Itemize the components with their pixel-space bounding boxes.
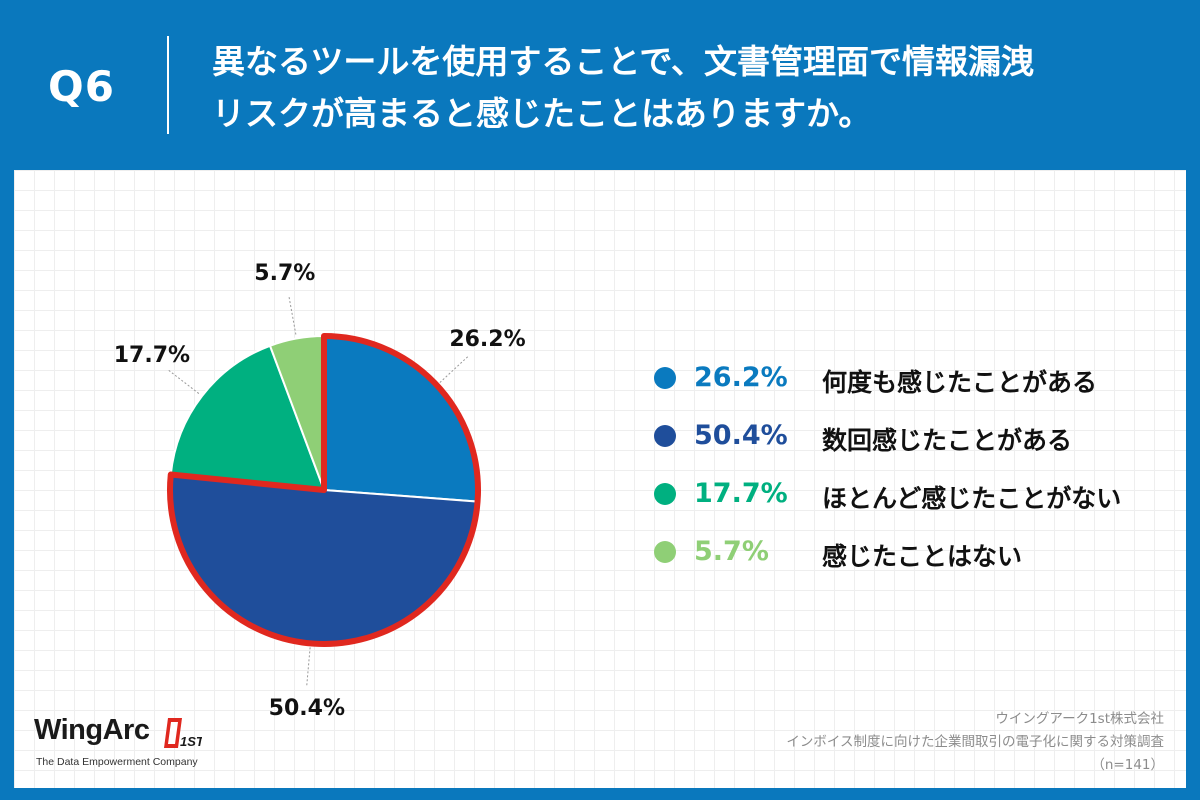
legend-label-often: 何度も感じたことがある bbox=[822, 368, 1098, 397]
logo-wordmark: WingArc bbox=[34, 714, 150, 746]
source-sample: （n=141） bbox=[1091, 757, 1164, 773]
header-divider bbox=[167, 36, 169, 134]
header-banner: Q6 異なるツールを使用することで、文書管理面で情報漏洩 リスクが高まると感じた… bbox=[0, 0, 1200, 170]
leader-line-often bbox=[439, 355, 470, 383]
pie-slices bbox=[169, 334, 479, 645]
legend-label-several: 数回感じたことがある bbox=[822, 426, 1073, 455]
legend-label-never: 感じたことはない bbox=[822, 542, 1023, 571]
legend-item-rarely: 17.7% ほとんど感じたことがない bbox=[654, 474, 1174, 514]
wingarc-logo: WingArc 1ST The Data Empowerment Company bbox=[34, 714, 234, 774]
logo-tagline: The Data Empowerment Company bbox=[36, 756, 198, 768]
pie-slice-several bbox=[169, 473, 479, 645]
source-note: ウイングアーク1st株式会社 インボイス制度に向けた企業間取引の電子化に関する対… bbox=[786, 708, 1164, 777]
slice-label-rarely: 17.7% bbox=[113, 342, 191, 368]
legend-value-several: 50.4% bbox=[694, 420, 788, 451]
legend-value-often: 26.2% bbox=[694, 362, 788, 393]
source-company: ウイングアーク1st株式会社 bbox=[995, 711, 1164, 727]
leader-line-rarely bbox=[166, 368, 200, 394]
legend-value-never: 5.7% bbox=[694, 536, 769, 567]
legend-value-rarely: 17.7% bbox=[694, 478, 788, 509]
leader-line-several bbox=[306, 647, 311, 688]
slice-label-several: 50.4% bbox=[268, 696, 345, 722]
highlight-outline bbox=[167, 333, 481, 647]
legend-item-often: 26.2% 何度も感じたことがある bbox=[654, 358, 1174, 398]
question-line-1: 異なるツールを使用することで、文書管理面で情報漏洩 bbox=[212, 42, 1035, 81]
legend-item-several: 50.4% 数回感じたことがある bbox=[654, 416, 1174, 456]
question-title: 異なるツールを使用することで、文書管理面で情報漏洩 リスクが高まると感じたことは… bbox=[212, 36, 1172, 140]
legend-dot-often bbox=[654, 367, 676, 389]
slice-label-never: 5.7% bbox=[254, 260, 316, 286]
legend-item-never: 5.7% 感じたことはない bbox=[654, 532, 1174, 572]
legend-dot-rarely bbox=[654, 483, 676, 505]
leader-lines bbox=[166, 295, 470, 688]
logo-mark-text: 1ST bbox=[180, 734, 202, 749]
source-survey: インボイス制度に向けた企業間取引の電子化に関する対策調査 bbox=[786, 734, 1164, 750]
legend-dot-several bbox=[654, 425, 676, 447]
question-number: Q6 bbox=[48, 62, 115, 111]
pie-slice-rarely bbox=[169, 344, 326, 492]
pie-slice-often bbox=[323, 334, 479, 503]
chart-panel: 26.2% 50.4% 17.7% 5.7% 26.2% 何度も感じたことがある… bbox=[14, 170, 1186, 788]
leader-line-never bbox=[288, 295, 297, 335]
legend-label-rarely: ほとんど感じたことがない bbox=[822, 484, 1122, 513]
slice-label-often: 26.2% bbox=[449, 327, 526, 353]
question-line-2: リスクが高まると感じたことはありますか。 bbox=[212, 94, 872, 133]
pie-chart bbox=[166, 295, 481, 688]
logo-1st-mark: 1ST bbox=[164, 718, 202, 749]
legend-dot-never bbox=[654, 541, 676, 563]
